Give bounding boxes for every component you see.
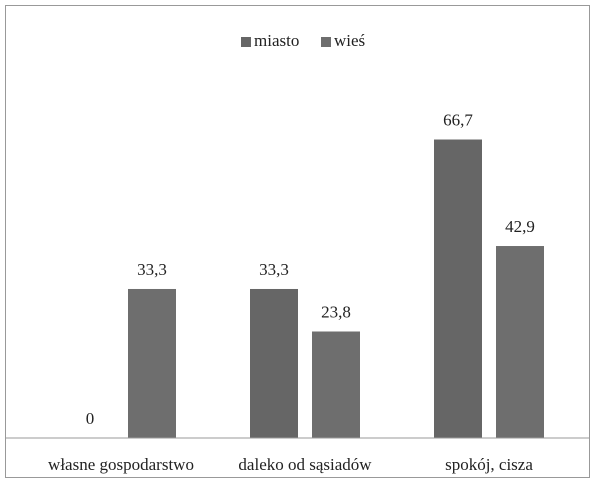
- data-label: 33,3: [259, 260, 289, 279]
- data-label: 42,9: [505, 217, 535, 236]
- bar: [250, 288, 298, 438]
- bar: [128, 288, 176, 438]
- bar: [312, 331, 360, 438]
- data-label: 23,8: [321, 302, 351, 321]
- legend-swatch: [321, 37, 331, 47]
- legend-label: wieś: [334, 31, 365, 50]
- data-label: 33,3: [137, 260, 167, 279]
- x-tick-label: daleko od sąsiadów: [238, 455, 372, 474]
- x-tick-label: własne gospodarstwo: [48, 455, 194, 474]
- bar: [496, 246, 544, 438]
- legend-label: miasto: [254, 31, 299, 50]
- x-tick-label: spokój, cisza: [445, 455, 533, 474]
- data-label: 0: [86, 409, 95, 428]
- data-label: 66,7: [443, 110, 473, 129]
- bar: [434, 139, 482, 438]
- legend-swatch: [241, 37, 251, 47]
